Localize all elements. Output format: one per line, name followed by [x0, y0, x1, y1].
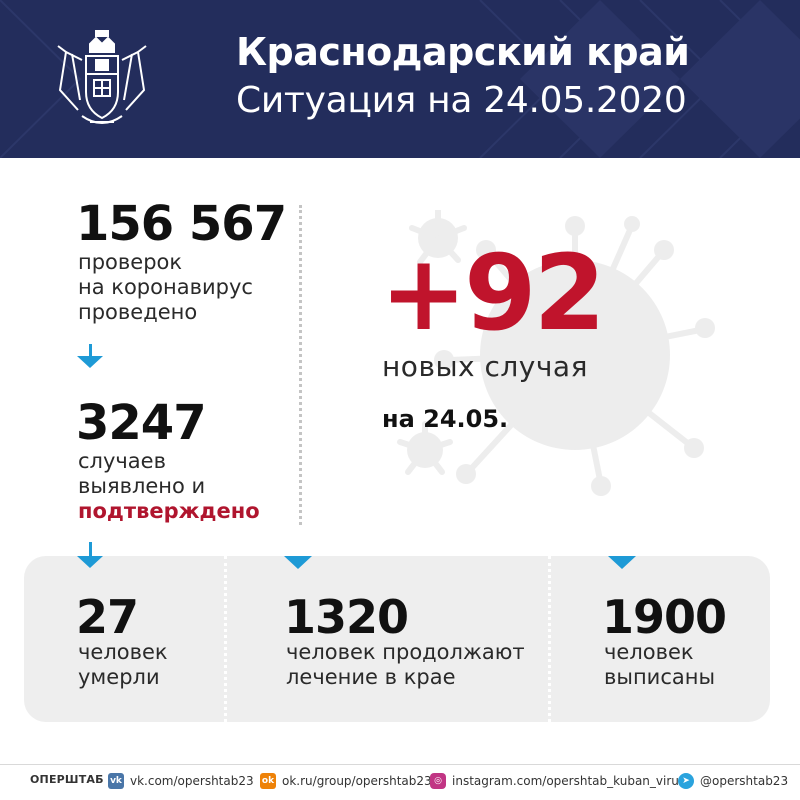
footer-link-text: vk.com/opershtab23 [130, 774, 254, 788]
cases-label-highlight: подтверждено [78, 499, 260, 523]
cases-count: 3247 [76, 395, 207, 451]
outcomes-panel [24, 556, 770, 722]
deaths-label-line: человек [78, 640, 168, 664]
new-cases-date: на 24.05. [382, 405, 509, 433]
deaths-label: человек умерли [78, 640, 168, 690]
treatment-count: 1320 [284, 590, 409, 644]
recovered-count: 1900 [602, 590, 727, 644]
footer-link-text: ok.ru/group/opershtab23 [282, 774, 432, 788]
tests-count: 156 567 [76, 196, 287, 252]
panel-divider [548, 556, 551, 722]
cases-label: случаев выявлено и подтверждено [78, 449, 260, 524]
recovered-label: человек выписаны [604, 640, 715, 690]
footer-link-text: instagram.com/opershtab_kuban_virus/ [452, 774, 690, 788]
footer-link-text: @opershtab23 [700, 774, 789, 788]
deaths-label-line: умерли [78, 665, 160, 689]
footer-link-vk[interactable]: vk vk.com/opershtab23 [108, 773, 254, 789]
virus-illustration [397, 210, 715, 496]
krasnodar-coat-of-arms-icon [57, 30, 147, 124]
odnoklassniki-icon: ok [260, 773, 276, 789]
recovered-label-line: выписаны [604, 665, 716, 689]
new-cases-count: +92 [380, 232, 606, 354]
footer: ОПЕРШТАБ vk vk.com/opershtab23 ok ok.ru/… [0, 764, 800, 800]
cases-label-line: случаев [78, 449, 166, 473]
treatment-label-line: человек продолжают [286, 640, 525, 664]
footer-brand: ОПЕРШТАБ [30, 773, 104, 786]
cases-label-line: выявлено и [78, 474, 206, 498]
new-cases-label: новых случая [382, 350, 588, 383]
tests-label: проверок на коронавирус проведено [78, 250, 253, 325]
header-pattern [0, 0, 800, 158]
page-subtitle: Ситуация на 24.05.2020 [236, 80, 687, 121]
pointer-triangle-icon [608, 556, 636, 569]
vk-icon: vk [108, 773, 124, 789]
page-title: Краснодарский край [236, 30, 690, 74]
deaths-count: 27 [76, 590, 139, 644]
footer-label: ОПЕРШТАБ [30, 773, 104, 786]
recovered-label-line: человек [604, 640, 694, 664]
instagram-icon: ◎ [430, 773, 446, 789]
column-divider [299, 205, 302, 525]
footer-link-telegram[interactable]: ➤ @opershtab23 [678, 773, 788, 789]
tests-label-line: на коронавирус [78, 275, 253, 299]
treatment-label-line: лечение в крае [286, 665, 456, 689]
footer-link-ok[interactable]: ok ok.ru/group/opershtab23 [260, 773, 432, 789]
panel-divider [224, 556, 227, 722]
footer-link-instagram[interactable]: ◎ instagram.com/opershtab_kuban_virus/ [430, 773, 689, 789]
telegram-icon: ➤ [678, 773, 694, 789]
header-banner: Краснодарский край Ситуация на 24.05.202… [0, 0, 800, 158]
treatment-label: человек продолжают лечение в крае [286, 640, 525, 690]
tests-label-line: проведено [78, 300, 198, 324]
pointer-triangle-icon [284, 556, 312, 569]
tests-label-line: проверок [78, 250, 183, 274]
